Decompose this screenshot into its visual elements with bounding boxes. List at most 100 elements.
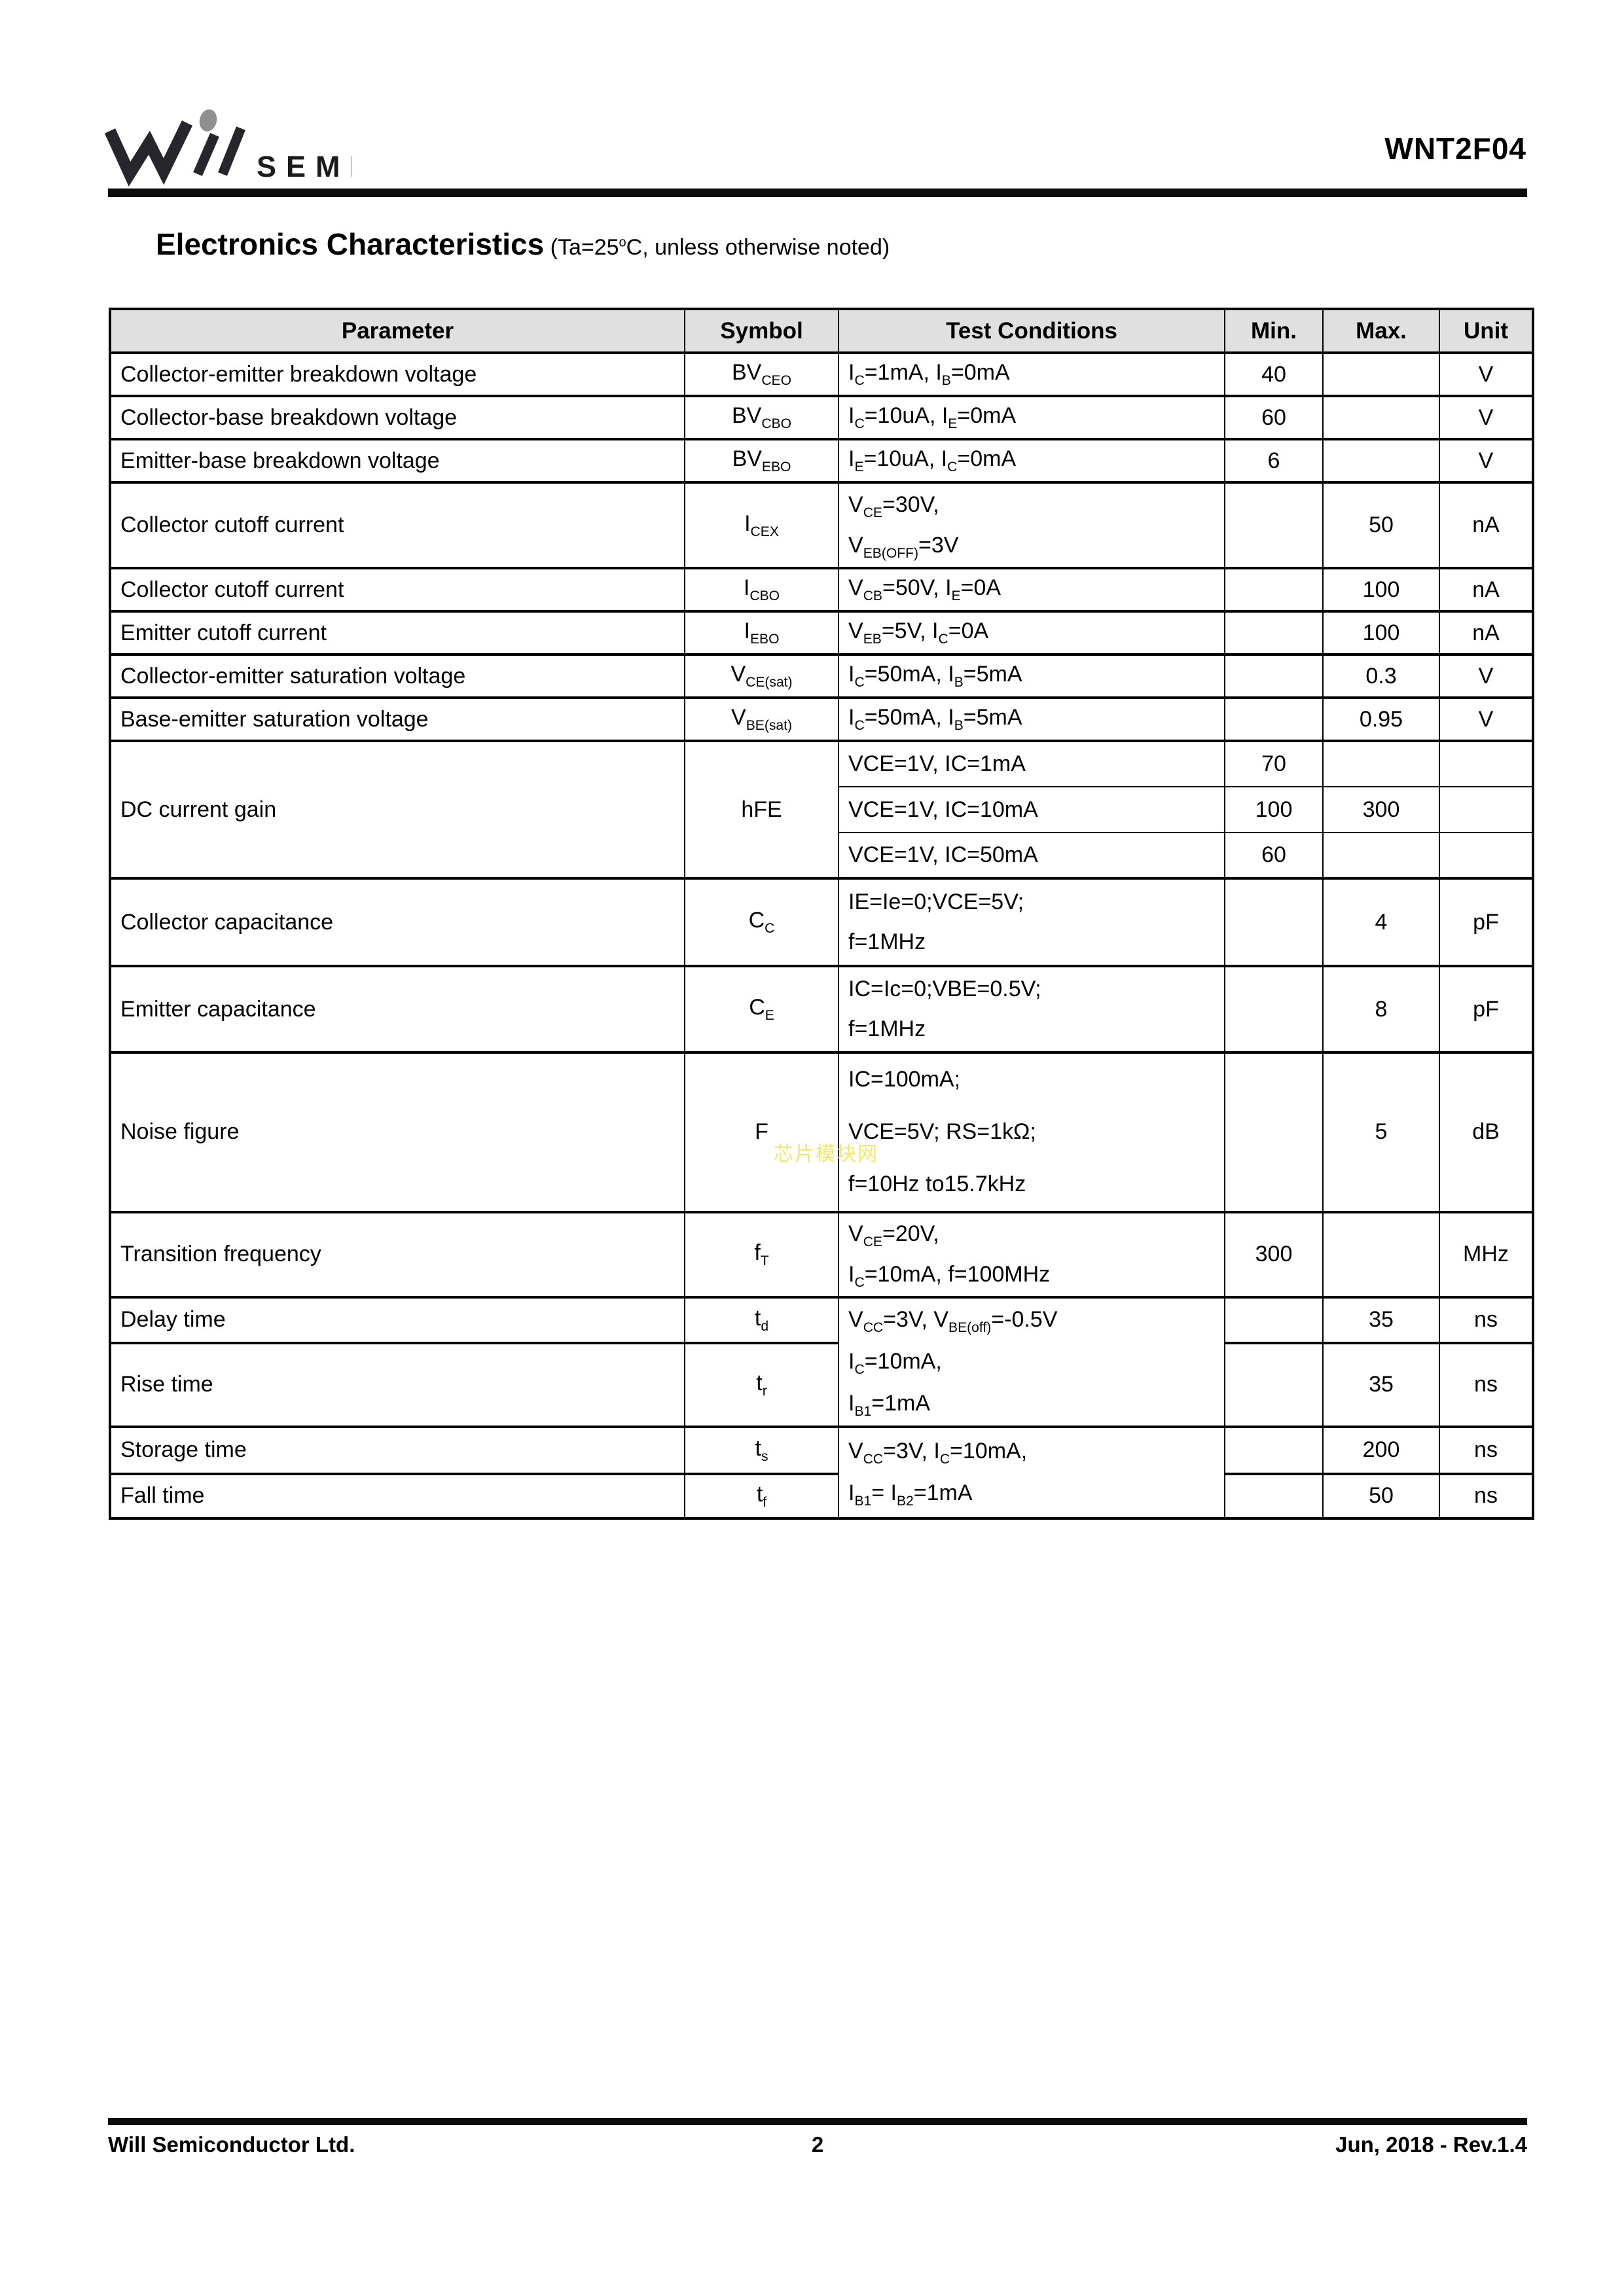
max-cell: 100 (1322, 610, 1440, 655)
col-header-unit: Unit (1439, 308, 1534, 353)
unit-cell: ns (1439, 1425, 1534, 1475)
symbol-cell: BVCBO (684, 395, 839, 440)
max-cell: 200 (1322, 1425, 1440, 1475)
cond-cell-storage-fall: VCC=3V, IC=10mA, IB1= IB2=1mA (838, 1425, 1225, 1519)
max-cell (1322, 832, 1440, 879)
row-ft: Transition frequency fT VCE=20V, IC=10mA,… (109, 1210, 1534, 1298)
row-iebo: Emitter cutoff current IEBO VEB=5V, IC=0… (109, 610, 1534, 655)
row-storage-time: Storage time ts VCC=3V, IC=10mA, IB1= IB2… (109, 1425, 1534, 1519)
max-cell: 4 (1322, 877, 1440, 967)
param-cell: Collector-emitter saturation voltage (109, 653, 685, 698)
max-cell (1322, 351, 1440, 397)
footer-company: Will Semiconductor Ltd. (108, 2132, 355, 2157)
symbol-cell: BVCEO (684, 351, 839, 397)
unit-cell: nA (1439, 481, 1534, 569)
min-cell (1224, 1295, 1324, 1344)
cond-cell: IC=50mA, IB=5mA (838, 696, 1225, 742)
page-footer: Will Semiconductor Ltd. 2 Jun, 2018 - Re… (108, 2132, 1527, 2157)
row-cc: Collector capacitance CC IE=Ie=0;VCE=5V;… (109, 877, 1534, 967)
col-header-max: Max. (1322, 308, 1440, 353)
unit-cell: V (1439, 395, 1534, 440)
cond-cell: IE=Ie=0;VCE=5V; f=1MHz (838, 877, 1225, 967)
unit-cell: pF (1439, 877, 1534, 967)
param-cell: Emitter cutoff current (109, 610, 685, 655)
max-cell: 5 (1322, 1051, 1440, 1213)
max-cell: 300 (1322, 786, 1440, 833)
min-cell (1224, 1051, 1324, 1213)
row-bvceo: Collector-emitter breakdown voltage BVCE… (109, 351, 1534, 397)
param-cell: DC current gain (109, 740, 685, 879)
table-header-row: Parameter Symbol Test Conditions Min. Ma… (109, 308, 1534, 353)
cond-cell: IC=10uA, IE=0mA (838, 395, 1225, 440)
min-cell (1224, 481, 1324, 569)
footer-rule (108, 2118, 1527, 2125)
symbol-cell: VCE(sat) (684, 653, 839, 698)
symbol-cell: CE (684, 965, 839, 1053)
min-cell (1224, 696, 1324, 742)
cond-cell: IC=1mA, IB=0mA (838, 351, 1225, 397)
row-vbesat: Base-emitter saturation voltage VBE(sat)… (109, 696, 1534, 742)
symbol-cell: ICEX (684, 481, 839, 569)
electrical-characteristics-table: Parameter Symbol Test Conditions Min. Ma… (109, 308, 1534, 1520)
unit-cell (1439, 832, 1534, 879)
symbol-cell: td (684, 1295, 839, 1344)
param-cell: Collector cutoff current (109, 567, 685, 612)
min-cell (1224, 877, 1324, 967)
cond-cell: VCE=1V, IC=10mA (838, 786, 1225, 833)
min-cell: 60 (1224, 832, 1324, 879)
max-cell: 35 (1322, 1295, 1440, 1344)
param-cell: Fall time (109, 1472, 685, 1519)
max-cell: 0.95 (1322, 696, 1440, 742)
min-cell: 60 (1224, 395, 1324, 440)
param-cell: Collector-base breakdown voltage (109, 395, 685, 440)
cond-cell-delay-rise: VCC=3V, VBE(off)=-0.5V IC=10mA, IB1=1mA (838, 1295, 1225, 1427)
min-cell (1224, 965, 1324, 1053)
unit-cell: MHz (1439, 1210, 1534, 1298)
max-cell (1322, 740, 1440, 787)
symbol-cell: tr (684, 1341, 839, 1427)
unit-cell: V (1439, 696, 1534, 742)
row-rise-time: Rise time tr 35 ns (109, 1341, 1534, 1427)
row-ce: Emitter capacitance CE IC=Ic=0;VBE=0.5V;… (109, 965, 1534, 1053)
unit-cell: dB (1439, 1051, 1534, 1213)
row-bvcbo: Collector-base breakdown voltage BVCBO I… (109, 395, 1534, 440)
param-cell: Emitter-base breakdown voltage (109, 438, 685, 483)
min-cell: 6 (1224, 438, 1324, 483)
cond-cell: VCE=1V, IC=50mA (838, 832, 1225, 879)
min-cell: 100 (1224, 786, 1324, 833)
unit-cell: ns (1439, 1341, 1534, 1427)
unit-cell (1439, 786, 1534, 833)
param-cell: Storage time (109, 1425, 685, 1475)
row-icbo: Collector cutoff current ICBO VCB=50V, I… (109, 567, 1534, 612)
max-cell: 8 (1322, 965, 1440, 1053)
title-main: Electronics Characteristics (156, 227, 545, 261)
symbol-cell: BVEBO (684, 438, 839, 483)
row-delay-time: Delay time td VCC=3V, VBE(off)=-0.5V IC=1… (109, 1295, 1534, 1427)
param-cell: Transition frequency (109, 1210, 685, 1298)
col-header-symbol: Symbol (684, 308, 839, 353)
unit-cell: ns (1439, 1295, 1534, 1344)
param-cell: Collector-emitter breakdown voltage (109, 351, 685, 397)
param-cell: Noise figure (109, 1051, 685, 1213)
unit-cell: ns (1439, 1472, 1534, 1519)
min-cell (1224, 1472, 1324, 1519)
symbol-cell: IEBO (684, 610, 839, 655)
row-hfe-2: VCE=1V, IC=10mA 100 300 (110, 786, 1534, 833)
param-cell: Delay time (109, 1295, 685, 1344)
symbol-cell: F (684, 1051, 839, 1213)
title-note: (Ta=25oC, unless otherwise noted) (544, 235, 890, 260)
will-semi-logo: SEMI (103, 105, 358, 193)
symbol-cell: ts (684, 1425, 839, 1475)
cond-cell: VCB=50V, IE=0A (838, 567, 1225, 612)
max-cell: 35 (1322, 1341, 1440, 1427)
symbol-cell: CC (684, 877, 839, 967)
footer-page-number: 2 (811, 2132, 824, 2157)
param-cell: Base-emitter saturation voltage (109, 696, 685, 742)
unit-cell: pF (1439, 965, 1534, 1053)
max-cell: 100 (1322, 567, 1440, 612)
min-cell (1224, 1425, 1324, 1475)
min-cell: 300 (1224, 1210, 1324, 1298)
symbol-cell: ICBO (684, 567, 839, 612)
param-cell: Rise time (109, 1341, 685, 1427)
